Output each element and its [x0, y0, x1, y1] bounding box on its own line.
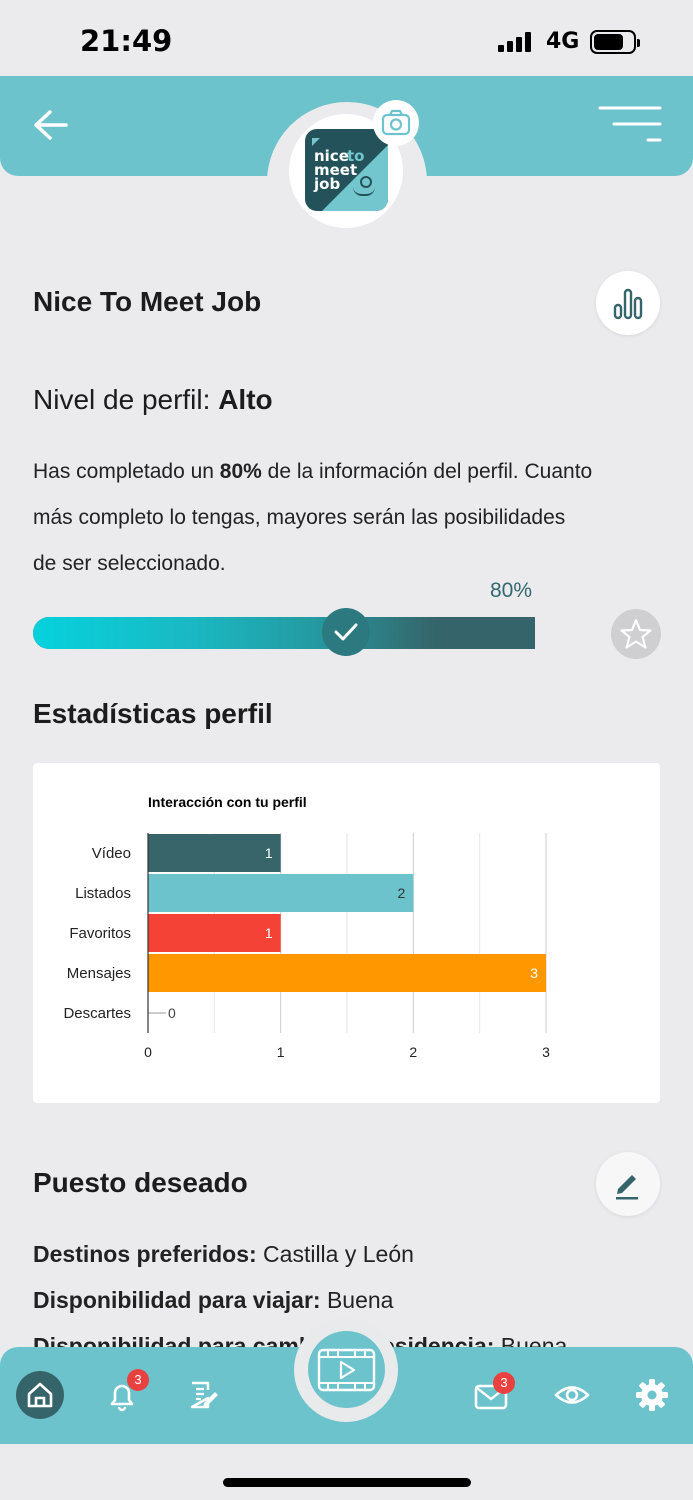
profile-level-value: Alto — [218, 384, 273, 415]
chart-category-label: Favoritos — [69, 925, 131, 942]
chart-category-label: Listados — [75, 885, 131, 902]
chart-data-label: 1 — [265, 845, 273, 861]
chart-category-label: Vídeo — [92, 845, 131, 862]
nav-video[interactable] — [308, 1331, 385, 1408]
interaction-chart-card: Interacción con tu perfil Vídeo 1 Listados… — [33, 763, 660, 1103]
nav-views[interactable] — [550, 1375, 594, 1415]
progress-percent-label: 80% — [490, 579, 533, 602]
profile-level: Nivel de perfil: Alto — [33, 384, 273, 415]
info-row-destinations: Destinos preferidos: Castilla y León — [33, 1241, 414, 1267]
chart-data-label: 1 — [265, 925, 273, 941]
chart-bar — [148, 914, 281, 952]
arrow-left-icon — [34, 110, 68, 140]
chart-tick-label: 1 — [277, 1044, 285, 1060]
chart-data-label: 2 — [398, 885, 406, 901]
favorite-button[interactable] — [611, 609, 661, 659]
chart-bar — [148, 954, 546, 992]
chart-category-label: Descartes — [63, 1005, 131, 1022]
statistics-button[interactable] — [596, 271, 660, 335]
chart-data-label: 0 — [168, 1005, 176, 1021]
gear-icon — [636, 1379, 668, 1411]
nav-settings[interactable] — [631, 1374, 673, 1416]
profile-progress-bar — [33, 617, 535, 649]
info-row-travel: Disponibilidad para viajar: Buena — [33, 1287, 394, 1313]
desired-job-title: Puesto deseado — [33, 1167, 248, 1198]
interaction-chart: Interacción con tu perfil Vídeo 1 Listados… — [63, 794, 550, 1060]
document-edit-icon — [190, 1381, 218, 1409]
back-button[interactable] — [30, 105, 74, 145]
nav-documents[interactable] — [182, 1374, 224, 1416]
progress-check-icon — [322, 608, 370, 656]
video-play-icon — [317, 1348, 376, 1392]
menu-button[interactable] — [598, 104, 662, 146]
bar-chart-icon — [613, 288, 643, 320]
change-photo-button[interactable] — [373, 100, 419, 146]
nav-messages[interactable]: 3 — [468, 1372, 515, 1418]
profile-progress-fill — [33, 617, 435, 649]
home-indicator-area — [0, 1444, 693, 1500]
chart-title: Interacción con tu perfil — [148, 794, 307, 810]
status-time: 21:49 — [80, 24, 173, 58]
completion-description: Has completado un 80% de la información … — [33, 460, 593, 575]
chart-tick-label: 2 — [409, 1044, 417, 1060]
stats-section-title: Estadísticas perfil — [33, 698, 273, 729]
chart-category-label: Mensajes — [67, 965, 131, 982]
nav-notifications[interactable]: 3 — [100, 1369, 149, 1417]
bell-icon — [110, 1384, 134, 1412]
network-label: 4G — [546, 29, 580, 54]
chart-bar — [148, 834, 281, 872]
camera-icon — [381, 109, 411, 136]
home-indicator — [223, 1478, 471, 1487]
menu-icon — [598, 106, 662, 142]
star-icon — [620, 618, 652, 649]
chart-bar — [148, 874, 414, 912]
battery-icon — [590, 30, 640, 54]
messages-badge: 3 — [493, 1372, 515, 1394]
chart-tick-label: 3 — [542, 1044, 550, 1060]
edit-button[interactable] — [596, 1152, 660, 1216]
status-bar: 21:49 4G — [0, 0, 693, 76]
home-icon — [27, 1382, 53, 1408]
company-logo: nice to meet job — [305, 129, 388, 211]
nav-home[interactable] — [16, 1371, 64, 1419]
company-name: Nice To Meet Job — [33, 286, 262, 317]
notifications-badge: 3 — [127, 1369, 149, 1391]
pencil-icon — [616, 1175, 638, 1200]
signal-icon — [498, 32, 536, 52]
chart-data-label: 3 — [530, 965, 538, 981]
chart-tick-label: 0 — [144, 1044, 152, 1060]
completion-percent: 80% — [219, 460, 262, 483]
eye-icon — [554, 1386, 590, 1404]
